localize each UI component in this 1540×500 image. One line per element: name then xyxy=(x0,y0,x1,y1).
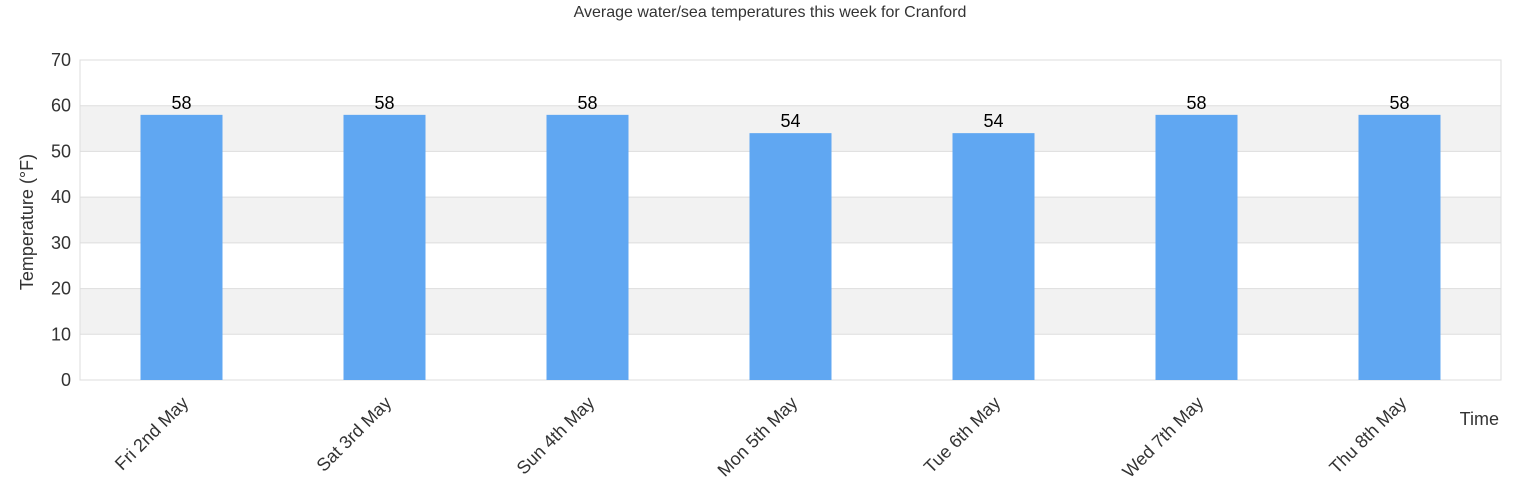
y-tick-label: 20 xyxy=(51,279,71,299)
bars xyxy=(140,114,1441,380)
bar xyxy=(749,133,832,380)
data-label: 58 xyxy=(577,93,597,113)
chart-title: Average water/sea temperatures this week… xyxy=(574,4,967,21)
y-tick-label: 30 xyxy=(51,233,71,253)
bar xyxy=(140,114,223,380)
y-tick-label: 60 xyxy=(51,96,71,116)
y-tick-label: 40 xyxy=(51,187,71,207)
x-tick-label: Thu 8th May xyxy=(1325,393,1410,478)
x-tick-label: Sun 4th May xyxy=(513,393,599,479)
bar xyxy=(546,114,629,380)
y-tick-label: 50 xyxy=(51,141,71,161)
y-tick-label: 70 xyxy=(51,50,71,70)
data-label: 58 xyxy=(171,93,191,113)
bar xyxy=(1155,114,1238,380)
x-tick-label: Wed 7th May xyxy=(1118,393,1207,482)
bar xyxy=(343,114,426,380)
data-label: 58 xyxy=(374,93,394,113)
x-axis-ticks: Fri 2nd May Sat 3rd May Sun 4th May Mon 5th… xyxy=(111,393,1410,482)
y-tick-label: 10 xyxy=(51,324,71,344)
data-label: 58 xyxy=(1186,93,1206,113)
bar xyxy=(952,133,1035,380)
x-tick-label: Sat 3rd May xyxy=(313,393,396,476)
y-tick-label: 0 xyxy=(61,370,71,390)
data-label: 54 xyxy=(983,111,1003,131)
x-tick-label: Tue 6th May xyxy=(920,393,1004,477)
data-label: 54 xyxy=(780,111,800,131)
y-axis-ticks: 0 10 20 30 40 50 60 70 xyxy=(51,50,71,390)
x-axis-title: Time xyxy=(1460,409,1499,429)
y-axis-title: Temperature (°F) xyxy=(17,154,37,290)
bar xyxy=(1358,114,1441,380)
x-tick-label: Mon 5th May xyxy=(714,393,802,481)
data-label: 58 xyxy=(1389,93,1409,113)
x-tick-label: Fri 2nd May xyxy=(111,393,192,474)
data-labels: 58 58 58 54 54 58 58 xyxy=(171,93,1409,131)
